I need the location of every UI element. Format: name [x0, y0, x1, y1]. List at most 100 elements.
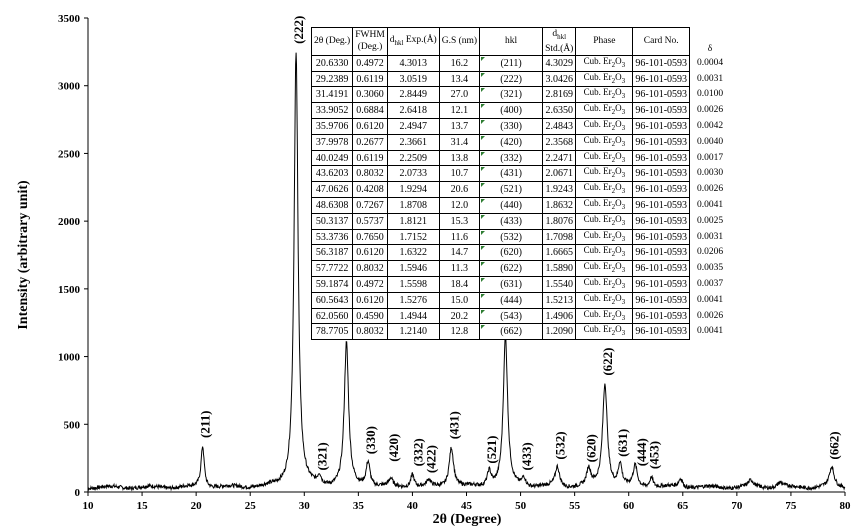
cell-hkl: (222) [479, 70, 544, 88]
peak-label: (444) [634, 438, 649, 466]
cell-card: 96-101-0593 [632, 86, 691, 104]
x-axis-title: 2θ (Degree) [433, 512, 502, 527]
cell-dstd: 1.5540 [542, 276, 577, 293]
cell-delta: 0.0004 [689, 55, 731, 72]
x-tick-label: 65 [677, 500, 689, 512]
cell-hkl: (521) [479, 181, 544, 199]
cell-phase: Cub. Er2O3 [575, 102, 634, 120]
cell-gs: 12.8 [438, 323, 481, 341]
table-row: 56.3187 0.6120 1.6322 14.7 (620) 1.6665 Cub. E… [310, 244, 731, 262]
peak-label: (433) [519, 442, 534, 470]
header-d-std: dhkl Std.(Å) [542, 27, 577, 56]
header-card-no: Card No. [632, 27, 691, 56]
cell-hkl: (622) [479, 260, 544, 278]
peak-label: (431) [446, 411, 461, 439]
cell-dstd: 1.4906 [542, 307, 577, 325]
header-delta: δ [689, 27, 731, 56]
cell-dstd: 1.5213 [542, 291, 577, 309]
cell-fwhm: 0.6120 [352, 244, 388, 262]
cell-two-theta: 53.3736 [310, 228, 354, 246]
cell-dexp: 1.8708 [386, 197, 440, 214]
cell-hkl: (321) [479, 86, 544, 104]
table-row: 40.0249 0.6119 2.2509 13.8 (332) 2.2471 Cub. E… [310, 149, 731, 167]
y-tick-label: 1500 [58, 284, 81, 296]
cell-dexp: 1.7152 [386, 228, 440, 246]
cell-fwhm: 0.6119 [352, 70, 388, 88]
cell-delta: 0.0031 [689, 229, 731, 245]
cell-card: 96-101-0593 [632, 212, 691, 230]
cell-phase: Cub. Er2O3 [575, 54, 634, 72]
cell-fwhm: 0.6120 [352, 118, 388, 135]
y-tick-label: 2500 [58, 148, 81, 160]
cell-dstd: 4.3029 [542, 54, 577, 72]
peak-label: (211) [198, 411, 213, 438]
cell-two-theta: 37.9978 [310, 133, 354, 151]
y-tick-label: 1000 [58, 352, 81, 364]
cell-gs: 20.6 [438, 181, 481, 199]
cell-phase: Cub. Er2O3 [575, 276, 634, 293]
xrd-pattern-line [87, 52, 846, 492]
cell-fwhm: 0.4590 [352, 307, 388, 325]
table-row: 29.2389 0.6119 3.0519 13.4 (222) 3.0426 Cub. E… [310, 70, 731, 88]
table-row: 31.4191 0.3060 2.8449 27.0 (321) 2.8169 Cub. E… [310, 86, 731, 104]
cell-gs: 15.0 [438, 291, 481, 309]
cell-dexp: 2.6418 [386, 102, 440, 120]
cell-card: 96-101-0593 [632, 291, 691, 309]
cell-delta: 0.0030 [689, 165, 731, 182]
cell-gs: 20.2 [438, 307, 481, 325]
cell-two-theta: 60.5643 [310, 291, 354, 309]
x-tick-label: 25 [245, 500, 257, 512]
cell-dstd: 1.7098 [542, 228, 577, 246]
table-header-row: 2θ (Deg.) FWHM (Deg.) dhkl Exp.(Å) G.S (n… [310, 27, 731, 56]
cell-card: 96-101-0593 [632, 244, 691, 262]
cell-fwhm: 0.7650 [352, 228, 388, 246]
peak-label: (222) [291, 16, 306, 44]
cell-gs: 12.0 [438, 197, 481, 214]
table-row: 50.3137 0.5737 1.8121 15.3 (433) 1.8076 Cub. E… [310, 212, 731, 230]
peak-data-table: 2θ (Deg.) FWHM (Deg.) dhkl Exp.(Å) G.S (n… [310, 27, 731, 341]
cell-delta: 0.0031 [689, 71, 731, 87]
header-two-theta: 2θ (Deg.) [310, 27, 354, 56]
cell-hkl: (532) [479, 228, 544, 246]
cell-hkl: (620) [479, 244, 544, 262]
cell-two-theta: 57.7722 [310, 260, 354, 278]
cell-gs: 27.0 [438, 86, 481, 104]
cell-card: 96-101-0593 [632, 165, 691, 183]
cell-two-theta: 31.4191 [310, 86, 354, 104]
cell-card: 96-101-0593 [632, 181, 691, 199]
peak-label: (330) [363, 426, 378, 454]
cell-phase: Cub. Er2O3 [575, 70, 634, 88]
cell-gs: 15.3 [438, 212, 481, 230]
peak-label: (622) [600, 347, 615, 375]
cell-gs: 10.7 [438, 165, 481, 183]
cell-phase: Cub. Er2O3 [575, 228, 634, 246]
table-row: 59.1874 0.4972 1.5598 18.4 (631) 1.5540 Cub. E… [310, 276, 731, 293]
cell-dexp: 1.2140 [386, 323, 440, 341]
x-tick-label: 35 [353, 500, 365, 512]
header-phase: Phase [575, 27, 634, 56]
cell-dstd: 1.8632 [542, 197, 577, 214]
x-tick-label: 55 [569, 500, 581, 512]
cell-phase: Cub. Er2O3 [575, 181, 634, 199]
cell-hkl: (631) [479, 276, 544, 293]
cell-dexp: 1.9294 [386, 181, 440, 199]
cell-dexp: 2.8449 [386, 86, 440, 104]
cell-fwhm: 0.2677 [352, 133, 388, 151]
cell-hkl: (662) [479, 323, 544, 341]
cell-dstd: 2.8169 [542, 86, 577, 104]
cell-card: 96-101-0593 [632, 118, 691, 135]
cell-dstd: 1.9243 [542, 181, 577, 199]
table-row: 20.6330 0.4972 4.3013 16.2 (211) 4.3029 Cub. E… [310, 54, 731, 72]
cell-phase: Cub. Er2O3 [575, 244, 634, 262]
cell-hkl: (543) [479, 307, 544, 325]
cell-dstd: 1.2090 [542, 323, 577, 341]
table-row: 33.9052 0.6884 2.6418 12.1 (400) 2.6350 Cub. E… [310, 102, 731, 120]
cell-delta: 0.0041 [689, 197, 731, 214]
cell-fwhm: 0.4208 [352, 181, 388, 199]
y-tick-label: 2000 [58, 216, 81, 228]
y-tick-label: 3500 [58, 13, 81, 25]
cell-hkl: (330) [479, 118, 544, 135]
cell-dexp: 4.3013 [386, 54, 440, 72]
cell-hkl: (433) [479, 212, 544, 230]
cell-gs: 18.4 [438, 276, 481, 293]
